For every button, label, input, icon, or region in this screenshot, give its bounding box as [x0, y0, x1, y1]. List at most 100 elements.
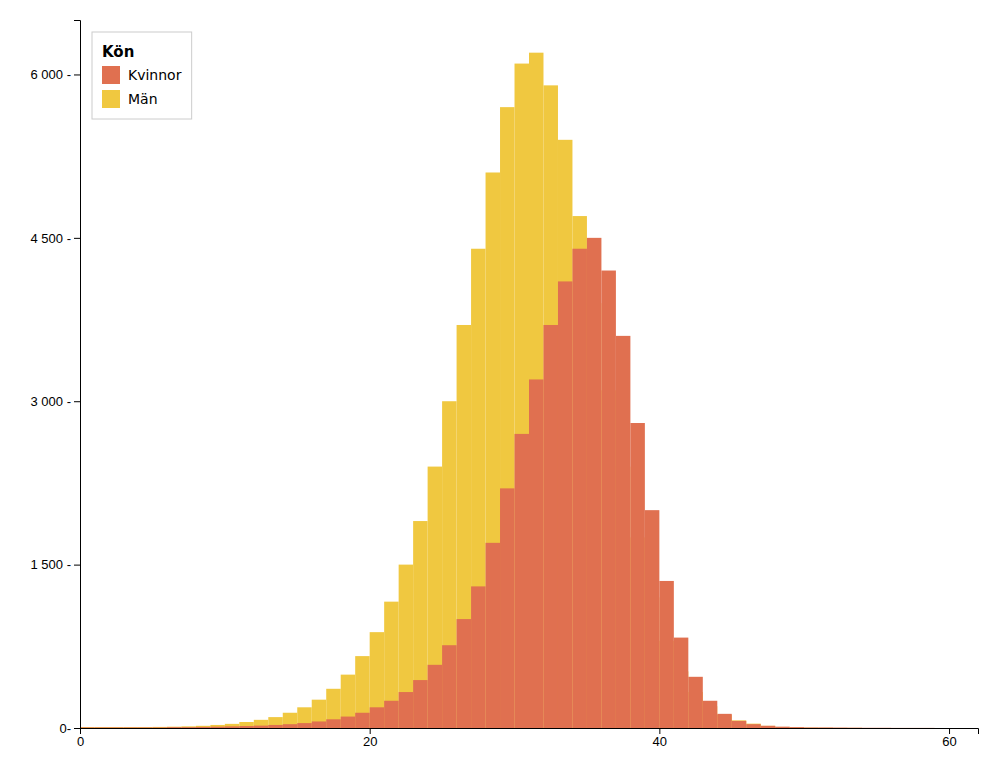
bar: [239, 722, 253, 728]
bar: [283, 724, 297, 728]
y-tick-label: 6 000 -: [31, 67, 71, 82]
legend-box: [92, 32, 192, 119]
bar: [399, 565, 413, 728]
x-axis-line: [81, 729, 979, 735]
y-tick: 1 500 -: [31, 557, 80, 572]
y-tick-label: 3 000 -: [31, 394, 71, 409]
bar: [210, 727, 224, 728]
bar: [80, 727, 94, 728]
bar: [94, 727, 108, 728]
bar: [341, 717, 355, 728]
bar: [94, 727, 108, 728]
plot: 02040600-1 500 -3 000 -4 500 -6 000 -Kön…: [31, 21, 979, 750]
x-tick: 40: [653, 728, 667, 749]
bar: [891, 728, 905, 729]
bar: [515, 64, 529, 728]
bar: [428, 467, 442, 728]
bar: [862, 727, 876, 728]
bar: [268, 725, 282, 728]
legend-label: Män: [128, 91, 158, 107]
bar: [500, 107, 514, 728]
bar: [920, 728, 934, 729]
bar: [601, 271, 615, 728]
bar: [717, 714, 731, 728]
bar: [210, 725, 224, 728]
bar: [355, 713, 369, 728]
bar: [500, 488, 514, 728]
bar: [268, 717, 282, 728]
bar: [833, 727, 847, 728]
x-tick-label: 0: [77, 734, 84, 749]
bar: [225, 724, 239, 728]
y-tick: 3 000 -: [31, 394, 80, 409]
x-tick: 60: [942, 728, 956, 749]
bar: [384, 701, 398, 728]
chart: 02040600-1 500 -3 000 -4 500 -6 000 -Kön…: [0, 0, 1002, 768]
bar: [775, 727, 789, 728]
x-tick-label: 40: [653, 734, 667, 749]
bar: [370, 707, 384, 728]
y-tick-mark: [74, 74, 80, 75]
bar: [848, 727, 862, 728]
legend-title: Kön: [102, 43, 134, 61]
bar: [239, 726, 253, 728]
bar: [123, 727, 137, 728]
bar: [167, 727, 181, 728]
bar: [558, 281, 572, 728]
bar: [790, 727, 804, 728]
bar: [877, 728, 891, 729]
y-tick-label: 1 500 -: [31, 557, 71, 572]
x-tick-mark: [370, 728, 371, 734]
y-axis: 0-1 500 -3 000 -4 500 -6 000 -: [31, 21, 81, 736]
legend-swatch: [102, 90, 120, 108]
y-tick-mark: [74, 238, 80, 239]
bar: [486, 543, 500, 728]
bar: [109, 727, 123, 728]
bar: [804, 727, 818, 728]
bar: [181, 727, 195, 728]
bar: [225, 726, 239, 728]
bar: [297, 707, 311, 728]
y-tick: 6 000 -: [31, 67, 80, 82]
legend-swatch: [102, 66, 120, 84]
bar: [833, 727, 847, 728]
y-tick-mark: [74, 401, 80, 402]
bar: [746, 724, 760, 728]
bar: [413, 680, 427, 728]
bar: [326, 689, 340, 728]
bar: [761, 726, 775, 728]
bar: [877, 727, 891, 728]
y-axis-line: [74, 21, 81, 729]
bar: [486, 172, 500, 728]
bar: [399, 692, 413, 728]
x-tick-label: 20: [363, 734, 377, 749]
bar: [732, 721, 746, 728]
bar: [761, 726, 775, 728]
legend-item: Män: [102, 90, 158, 108]
bar: [848, 727, 862, 728]
legend: KönKvinnorMän: [92, 32, 192, 119]
bars: [80, 53, 935, 728]
bar: [746, 724, 760, 728]
bar: [457, 619, 471, 728]
y-tick-mark: [74, 728, 80, 729]
bar: [355, 656, 369, 728]
bar: [515, 434, 529, 728]
bar: [196, 727, 210, 728]
bar: [471, 249, 485, 728]
bar: [109, 727, 123, 728]
x-tick-mark: [659, 728, 660, 734]
bar: [196, 726, 210, 728]
bar: [312, 721, 326, 728]
bar: [297, 723, 311, 728]
bar: [326, 719, 340, 728]
series: [80, 53, 862, 728]
bar: [123, 727, 137, 728]
y-tick-label: 4 500 -: [31, 231, 71, 246]
bar: [457, 325, 471, 728]
bar: [674, 638, 688, 728]
bar: [384, 602, 398, 728]
bar: [529, 379, 543, 728]
bar: [920, 727, 934, 728]
bar: [819, 727, 833, 728]
